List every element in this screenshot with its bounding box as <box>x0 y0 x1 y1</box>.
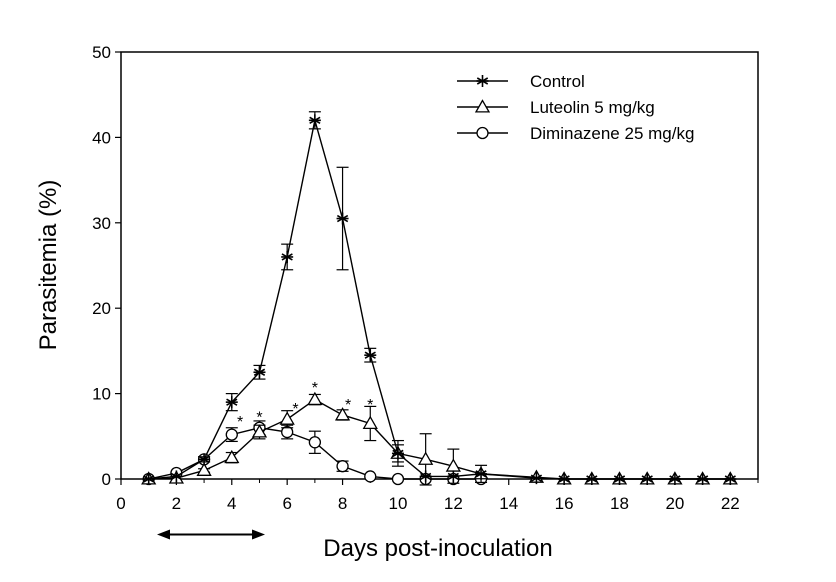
x-tick-label: 18 <box>610 494 629 513</box>
significance-mark: * <box>312 380 318 397</box>
data-point <box>641 473 654 485</box>
data-point <box>418 451 434 465</box>
data-point <box>334 407 351 421</box>
legend-marker <box>474 99 491 113</box>
legend-label: Control <box>530 72 585 91</box>
x-tick-label: 14 <box>499 494 518 513</box>
data-point <box>585 473 598 485</box>
data-point <box>251 424 268 438</box>
x-tick-label: 20 <box>665 494 684 513</box>
data-point <box>696 473 709 485</box>
data-point <box>447 470 460 483</box>
series-line <box>148 120 731 480</box>
y-tick-label: 10 <box>92 385 111 404</box>
data-point <box>668 473 681 485</box>
axes-layer: 0 10 20 30 40 50 0 2 4 6 8 10 12 14 16 18 20 22 <box>92 43 759 513</box>
x-tick-label: 8 <box>338 494 347 513</box>
plot-frame <box>120 51 759 480</box>
x-tick-label: 16 <box>555 494 574 513</box>
x-tick-label: 6 <box>282 494 291 513</box>
significance-mark: * <box>237 414 243 431</box>
data-point <box>225 396 238 409</box>
significance-mark: * <box>367 397 373 414</box>
data-point <box>362 415 378 430</box>
x-tick-label: 10 <box>388 494 407 513</box>
y-tick-label: 0 <box>102 470 111 489</box>
series-circle <box>142 420 488 486</box>
treatment-period-arrow <box>157 529 266 540</box>
x-tick-label: 12 <box>444 494 463 513</box>
legend-marker <box>476 75 489 87</box>
y-tick-label: 20 <box>92 299 111 318</box>
arrow-head-right <box>252 529 266 540</box>
legend-item: Luteolin 5 mg/kg <box>457 98 655 117</box>
data-point <box>253 366 266 379</box>
legend-item: Diminazene 25 mg/kg <box>457 124 694 143</box>
y-tick-label: 30 <box>92 214 111 233</box>
significance-layer: * * * * * * <box>157 380 373 540</box>
significance-mark: * <box>256 410 262 427</box>
data-point <box>475 467 488 480</box>
x-tick-label: 0 <box>116 494 125 513</box>
data-point <box>419 470 432 483</box>
x-tick-label: 4 <box>227 494 236 513</box>
data-point <box>336 212 349 225</box>
series-asterisk <box>142 111 737 485</box>
y-tick-label: 50 <box>92 43 111 62</box>
data-point <box>196 462 212 476</box>
y-tick-label: 40 <box>92 128 111 147</box>
plot-frame-layer <box>120 51 759 480</box>
data-point <box>281 250 294 263</box>
data-point <box>724 473 737 485</box>
data-point <box>336 460 349 473</box>
data-point <box>308 436 322 449</box>
x-tick-label: 2 <box>172 494 181 513</box>
data-point <box>613 473 626 485</box>
x-axis-title: Days post-inoculation <box>323 535 552 562</box>
data-point <box>391 447 404 460</box>
legend-marker <box>476 126 489 140</box>
legend-item: Control <box>457 72 585 91</box>
data-point <box>225 428 238 441</box>
data-point <box>279 411 295 425</box>
arrow-head-left <box>157 529 171 540</box>
series-line <box>148 398 731 480</box>
data-point <box>308 114 321 127</box>
legend: Control Luteolin 5 mg/kg Diminazene 25 mg/… <box>457 72 694 143</box>
legend-label: Diminazene 25 mg/kg <box>530 124 694 143</box>
data-point <box>364 349 377 362</box>
data-point <box>170 470 183 483</box>
data-point <box>142 473 155 485</box>
significance-mark: * <box>292 401 298 418</box>
data-point <box>307 391 323 406</box>
data-point <box>364 470 377 483</box>
data-point <box>224 449 240 464</box>
data-point <box>198 453 211 466</box>
x-tick-label: 22 <box>721 494 740 513</box>
series-layer <box>141 111 738 486</box>
data-point <box>558 473 571 485</box>
data-point <box>391 472 405 486</box>
significance-mark: * <box>345 397 351 414</box>
y-axis-title: Parasitemia (%) <box>35 180 62 351</box>
legend-label: Luteolin 5 mg/kg <box>530 98 655 117</box>
data-point <box>530 472 543 485</box>
